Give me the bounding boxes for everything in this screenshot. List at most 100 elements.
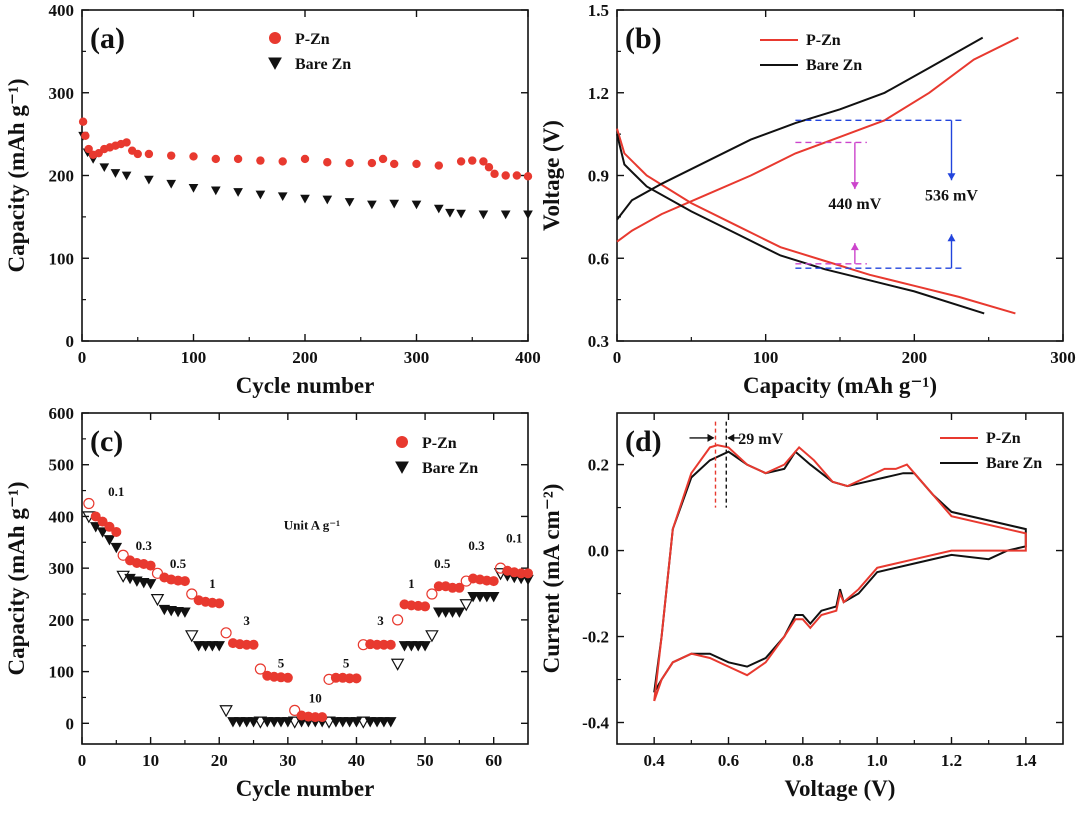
pzn-point	[145, 560, 156, 571]
gap-label: 536 mV	[925, 187, 978, 204]
pzn-point	[490, 169, 499, 179]
barezn-point	[277, 192, 288, 202]
barezn-point	[390, 658, 405, 671]
barezn-point	[425, 630, 439, 643]
barezn-point	[121, 171, 132, 181]
rate-label: 1	[408, 576, 415, 591]
barezn-point	[185, 630, 199, 643]
pzn-point	[385, 639, 396, 650]
pzn-point	[233, 154, 243, 164]
panel-tag: (d)	[625, 425, 662, 458]
barezn-point	[219, 705, 233, 718]
y-tick-label: 0.2	[588, 456, 609, 475]
barezn-point	[344, 198, 355, 207]
pzn-point	[282, 672, 293, 683]
legend-label: P-Zn	[295, 31, 330, 48]
x-tick-label: 0	[613, 348, 622, 367]
rate-label: 0.5	[170, 556, 187, 571]
pzn-point	[211, 154, 220, 164]
pzn-point	[426, 588, 438, 600]
x-tick-label: 200	[902, 348, 928, 367]
pzn-point	[479, 157, 488, 166]
y-axis-label: Capacity (mAh g⁻¹)	[4, 481, 29, 675]
barezn-point	[433, 204, 444, 214]
pzn-point	[254, 663, 266, 675]
pzn-point	[278, 157, 287, 166]
barezn-point	[411, 200, 422, 210]
pzn-point	[378, 639, 389, 650]
barezn-point	[287, 716, 302, 729]
pzn-point	[90, 511, 101, 522]
y-tick-label: 0.3	[588, 332, 609, 351]
legend-label: P-Zn	[806, 32, 841, 49]
barezn-point	[103, 535, 116, 546]
pzn-point	[447, 582, 458, 593]
barezn-point	[144, 175, 154, 185]
legend-label: P-Zn	[422, 435, 457, 452]
x-tick-label: 10	[142, 751, 159, 770]
pzn-point	[97, 516, 108, 527]
gap-arrow-head	[850, 243, 859, 251]
pzn-point	[179, 576, 190, 587]
barezn-point	[478, 210, 489, 220]
panel-d: 0.4 0.6 0.8 1.0 1.2 1.4 -0.4 -0.2 0.0 0.2 Voltage …	[539, 412, 1064, 801]
barezn-point	[166, 179, 177, 189]
pzn-point	[420, 601, 431, 612]
rate-label: 0.3	[468, 538, 485, 553]
barezn-point	[445, 208, 455, 218]
x-tick-label: 1.4	[1015, 751, 1037, 770]
pzn-point	[378, 154, 388, 164]
pzn-point	[78, 117, 88, 126]
pzn-point	[345, 158, 354, 168]
pzn-point	[111, 526, 122, 537]
y-tick-label: 400	[49, 507, 75, 526]
barezn-point	[99, 163, 110, 173]
rate-label: 0.3	[136, 538, 153, 553]
pzn-point	[81, 131, 90, 140]
x-tick-label: 100	[753, 348, 779, 367]
legend-marker	[268, 57, 282, 70]
x-tick-label: 0	[78, 751, 87, 770]
barezn-point	[144, 579, 157, 590]
x-tick-label: 60	[485, 751, 502, 770]
barezn-point	[523, 210, 533, 220]
pzn-point	[248, 639, 259, 650]
barezn-point	[322, 195, 333, 205]
y-tick-label: -0.2	[582, 628, 609, 647]
y-axis-label: Voltage (V)	[539, 120, 564, 231]
rate-label: 0.5	[434, 556, 451, 571]
barezn-point	[487, 592, 500, 603]
x-tick-label: 400	[515, 348, 541, 367]
x-tick-label: 200	[292, 348, 318, 367]
barezn-point	[89, 522, 102, 533]
y-tick-label: 200	[49, 611, 75, 630]
pzn-point	[167, 151, 176, 160]
barezn-point	[456, 209, 466, 219]
barezn-point	[367, 200, 377, 210]
y-axis-label: Current (mA cm⁻²)	[539, 484, 564, 674]
rate-label: 5	[278, 655, 285, 670]
pzn-point	[454, 582, 465, 593]
barezn-point	[233, 188, 243, 197]
barezn-point	[150, 593, 165, 607]
unit-note: Unit A g⁻¹	[284, 517, 340, 532]
x-tick-label: 50	[417, 751, 434, 770]
pzn-cv-curve	[653, 444, 1027, 702]
pzn-point	[501, 171, 510, 180]
y-tick-label: 300	[49, 84, 75, 103]
barezn-point	[322, 716, 336, 729]
y-tick-label: 600	[49, 404, 75, 423]
barezn-point	[459, 599, 474, 612]
pzn-point	[434, 161, 443, 170]
y-tick-label: -0.4	[582, 714, 609, 733]
x-axis-label: Capacity (mAh g⁻¹)	[743, 373, 937, 398]
y-tick-label: 0.6	[588, 249, 609, 268]
pzn-point	[488, 576, 499, 587]
barezn-point	[522, 574, 534, 586]
pzn-point	[122, 138, 131, 147]
panel-tag: (b)	[625, 22, 662, 55]
gap-label: 440 mV	[828, 196, 881, 213]
shift-label: 29 mV	[738, 431, 783, 448]
